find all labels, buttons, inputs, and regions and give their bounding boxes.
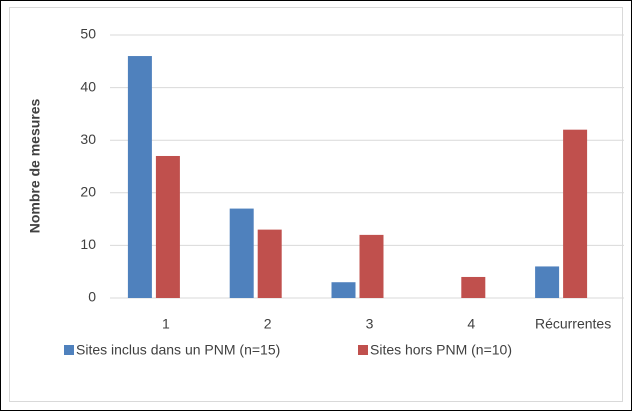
bar [535, 266, 560, 298]
bar [257, 229, 282, 298]
legend-swatch [64, 345, 74, 355]
x-tick-label: 1 [162, 316, 170, 332]
legend-label: Sites hors PNM (n=10) [370, 342, 512, 358]
bar [229, 208, 254, 298]
x-tick-label: 4 [467, 316, 475, 332]
y-axis-label: Nombre de mesures [27, 98, 43, 233]
y-tick-label: 50 [80, 26, 96, 42]
bar [563, 129, 588, 298]
chart-area [9, 7, 623, 402]
bar [127, 56, 152, 298]
bar [461, 276, 486, 298]
bar [155, 155, 180, 298]
bar [359, 234, 384, 298]
y-tick-label: 40 [80, 78, 96, 94]
y-tick-label: 0 [88, 289, 96, 305]
y-tick-label: 10 [80, 236, 96, 252]
x-tick-label: 2 [264, 316, 272, 332]
legend-swatch [358, 345, 368, 355]
y-tick-label: 20 [80, 184, 96, 200]
x-tick-label: 3 [366, 316, 374, 332]
legend-label: Sites inclus dans un PNM (n=15) [76, 342, 280, 358]
y-tick-label: 30 [80, 131, 96, 147]
bar [331, 282, 356, 298]
x-tick-label: Récurrentes [535, 316, 611, 332]
